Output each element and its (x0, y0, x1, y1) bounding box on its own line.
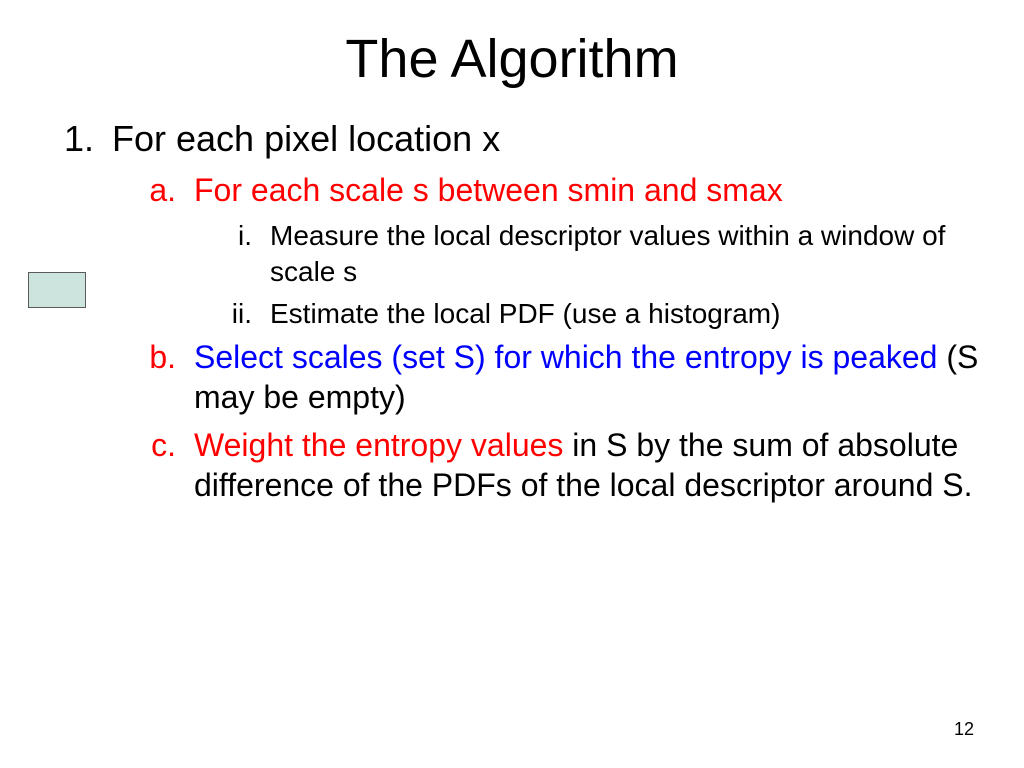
list-text: For each scale s between smin and smax (194, 170, 783, 210)
list-marker: ii. (220, 296, 270, 332)
list-marker: c. (136, 425, 194, 505)
text-span-blue: Select scales (set S) for which the entr… (194, 339, 937, 375)
list-text: Estimate the local PDF (use a histogram) (270, 296, 780, 332)
slide-content: 1. For each pixel location x a. For each… (40, 118, 984, 505)
list-item-1: 1. For each pixel location x (40, 118, 984, 160)
list-marker: b. (136, 337, 194, 417)
list-item-1b: b. Select scales (set S) for which the e… (40, 337, 984, 417)
list-item-1a: a. For each scale s between smin and sma… (40, 170, 984, 210)
slide-title: The Algorithm (40, 28, 984, 90)
list-item-1a-i: i. Measure the local descriptor values w… (40, 218, 984, 290)
list-text: Weight the entropy values in S by the su… (194, 425, 984, 505)
text-span-red: Weight the entropy values (194, 427, 563, 463)
list-marker: a. (136, 170, 194, 210)
slide: The Algorithm 1. For each pixel location… (0, 0, 1024, 768)
list-marker: 1. (50, 118, 112, 160)
list-text: For each pixel location x (112, 118, 500, 160)
highlight-box-icon (28, 272, 86, 308)
list-item-1c: c. Weight the entropy values in S by the… (40, 425, 984, 505)
list-text: Select scales (set S) for which the entr… (194, 337, 984, 417)
page-number: 12 (954, 719, 974, 740)
list-item-1a-ii: ii. Estimate the local PDF (use a histog… (40, 296, 984, 332)
list-text: Measure the local descriptor values with… (270, 218, 984, 290)
list-marker: i. (220, 218, 270, 290)
